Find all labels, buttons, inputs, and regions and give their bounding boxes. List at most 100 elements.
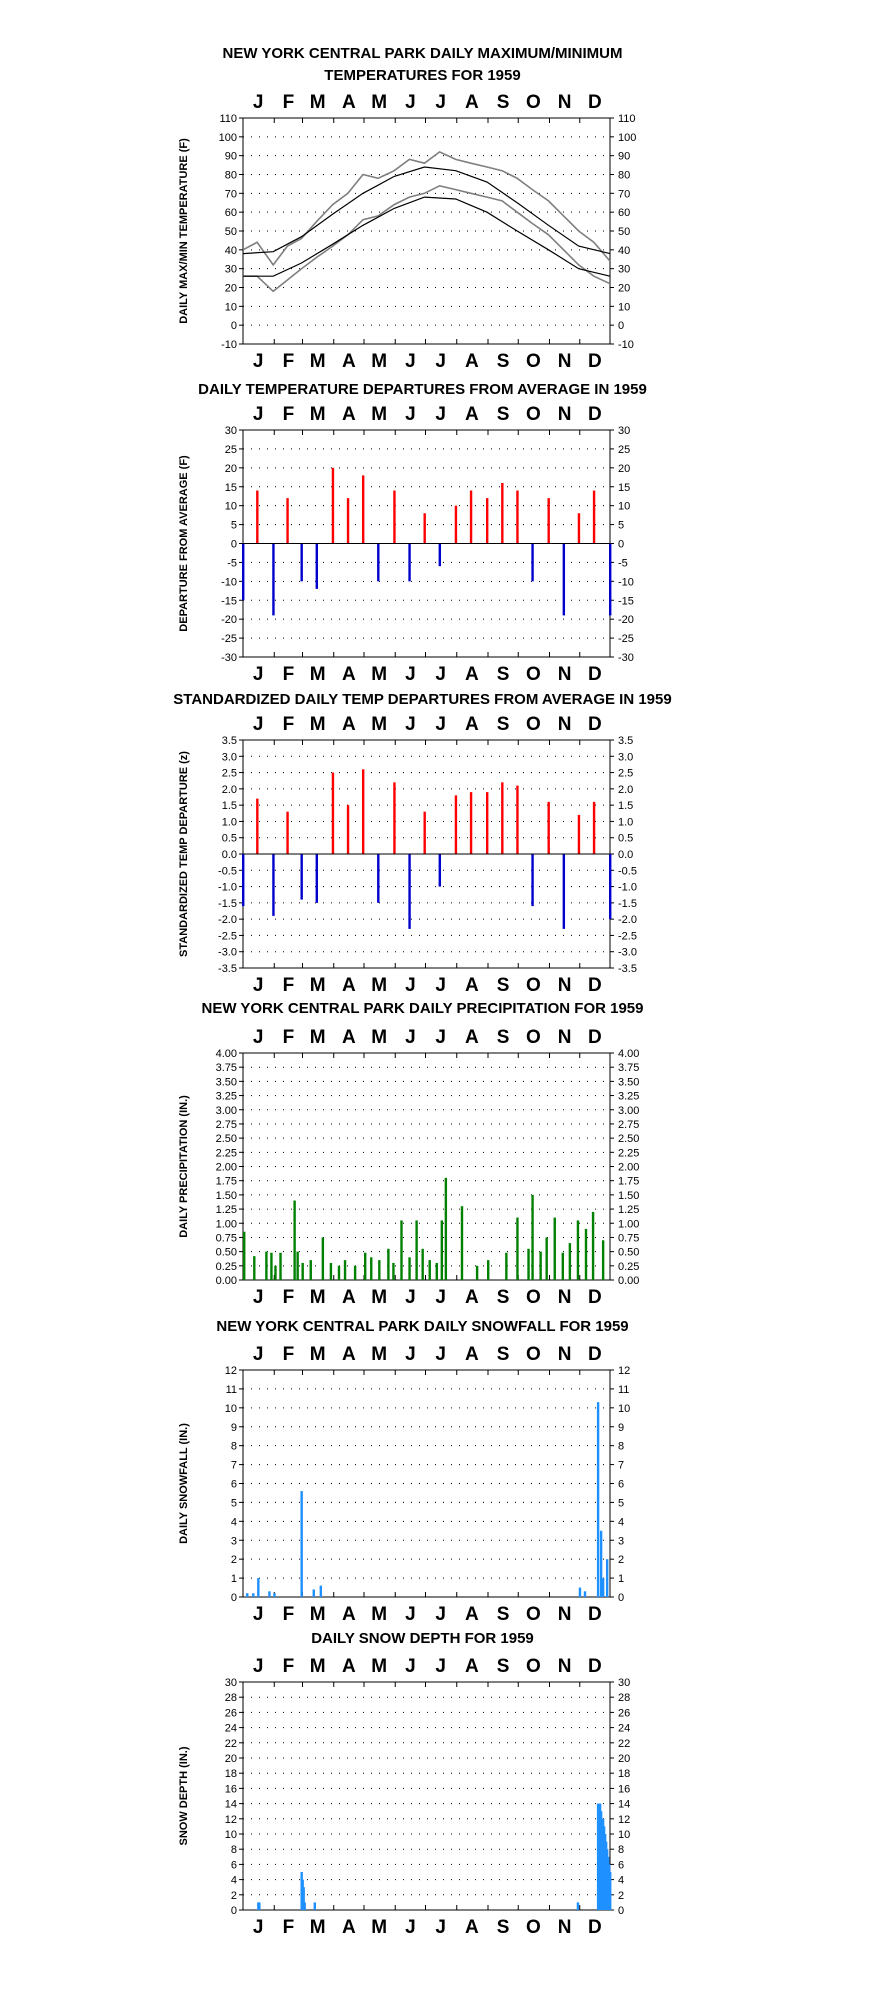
chart-title: DAILY SNOW DEPTH FOR 1959 — [311, 1630, 534, 1647]
data-bar — [363, 1252, 367, 1280]
y-tick-label-left: 3.5 — [222, 735, 237, 747]
month-label-top: O — [526, 92, 541, 113]
y-tick-label-left: 0.5 — [222, 833, 237, 845]
data-bar — [438, 854, 442, 887]
y-tick-label-left: 12 — [225, 1365, 237, 1377]
month-label-top: D — [588, 1656, 602, 1677]
data-bar — [577, 814, 581, 854]
y-tick-label-left: 18 — [225, 1768, 237, 1780]
month-label-bottom: M — [371, 351, 387, 372]
y-tick-label-right: 30 — [618, 425, 630, 437]
data-bar — [377, 543, 380, 582]
month-label-bottom: D — [588, 664, 602, 685]
month-label-bottom: M — [371, 664, 387, 685]
month-label-bottom: J — [253, 1287, 264, 1308]
data-bar — [408, 1257, 411, 1280]
y-tick-label-left: 10 — [225, 1403, 237, 1415]
data-bar — [599, 1530, 603, 1597]
month-label-bottom: A — [342, 1604, 356, 1625]
chart-title: NEW YORK CENTRAL PARK DAILY SNOWFALL FOR… — [216, 1318, 628, 1335]
y-tick-label-left: -10 — [221, 576, 237, 588]
data-bar — [256, 490, 259, 544]
month-label-top: J — [253, 714, 264, 735]
month-label-top: N — [558, 404, 572, 425]
y-tick-label-left: 2.50 — [216, 1133, 237, 1145]
month-label-bottom: S — [497, 1917, 510, 1938]
y-tick-label-left: 3.25 — [216, 1091, 237, 1103]
y-tick-label-left: 110 — [219, 113, 237, 125]
month-label-bottom: A — [465, 351, 479, 372]
month-label-bottom: J — [435, 1917, 446, 1938]
y-tick-label-left: 0 — [231, 320, 237, 332]
month-label-top: M — [371, 1344, 387, 1365]
y-tick-label-left: 2 — [231, 1890, 237, 1902]
data-bar — [609, 854, 612, 920]
y-tick-label-right: 2.00 — [618, 1162, 639, 1174]
month-label-top: M — [371, 404, 387, 425]
month-label-bottom: A — [342, 1917, 356, 1938]
data-bar — [501, 782, 504, 854]
month-label-top: F — [283, 404, 295, 425]
data-bar — [408, 543, 411, 582]
y-tick-label-left: 15 — [225, 482, 237, 494]
month-label-top: S — [497, 92, 510, 113]
data-bar — [487, 1260, 490, 1280]
data-bar — [270, 1252, 273, 1280]
month-label-bottom: F — [283, 975, 295, 996]
data-bar — [361, 769, 365, 854]
month-label-top: M — [371, 92, 387, 113]
y-tick-label-left: 2.75 — [216, 1119, 237, 1131]
y-tick-label-right: 16 — [618, 1783, 630, 1795]
data-bar — [596, 1402, 600, 1597]
data-bar — [242, 543, 245, 601]
y-tick-label-right: 20 — [618, 463, 630, 475]
y-tick-label-left: 3.0 — [222, 751, 237, 763]
chart-title: DAILY TEMPERATURE DEPARTURES FROM AVERAG… — [198, 381, 647, 398]
month-label-bottom: J — [435, 1604, 446, 1625]
month-label-top: J — [253, 1656, 264, 1677]
y-tick-label-right: 3.5 — [618, 735, 633, 747]
month-label-top: A — [342, 1656, 356, 1677]
month-label-bottom: M — [371, 1287, 387, 1308]
month-label-bottom: N — [558, 351, 572, 372]
month-label-top: N — [558, 1344, 572, 1365]
data-bar — [286, 498, 289, 544]
y-tick-label-left: 8 — [231, 1844, 237, 1856]
month-label-bottom: O — [526, 1287, 541, 1308]
month-label-top: M — [310, 1344, 326, 1365]
month-label-top: F — [283, 1027, 295, 1048]
y-tick-label-left: 6 — [231, 1859, 237, 1871]
data-bar — [562, 854, 566, 929]
month-label-bottom: O — [526, 351, 541, 372]
y-tick-label-left: 2 — [231, 1554, 237, 1566]
data-bar — [329, 1262, 333, 1280]
y-tick-label-left: 3.00 — [216, 1105, 237, 1117]
y-tick-label-right: 25 — [618, 444, 630, 456]
data-bar — [258, 1902, 261, 1910]
data-bar — [309, 1260, 312, 1280]
y-tick-label-left: 0.50 — [216, 1247, 237, 1259]
plot-frame — [242, 1681, 611, 1911]
chart-panel-2: DAILY TEMPERATURE DEPARTURES FROM AVERAG… — [178, 381, 647, 685]
y-tick-label-right: 2.5 — [618, 768, 633, 780]
y-tick-label-right: 4.00 — [618, 1048, 639, 1060]
y-tick-label-right: -2.0 — [618, 914, 637, 926]
month-label-top: O — [526, 1027, 541, 1048]
y-tick-label-right: 2 — [618, 1890, 624, 1902]
data-bar — [584, 1228, 588, 1280]
month-label-bottom: O — [526, 1917, 541, 1938]
month-label-bottom: F — [283, 1287, 295, 1308]
month-label-top: J — [435, 92, 446, 113]
month-label-top: N — [558, 92, 572, 113]
plot-frame — [242, 1369, 611, 1598]
y-axis-label: STANDARDIZED TEMP DEPARTURE (z) — [178, 751, 190, 957]
month-label-top: N — [558, 1656, 572, 1677]
y-tick-label-left: -1.0 — [218, 882, 237, 894]
data-bar — [331, 772, 335, 854]
data-bar — [601, 1240, 605, 1280]
data-bar — [516, 1217, 519, 1280]
y-tick-label-left: 10 — [225, 501, 237, 513]
data-bar — [274, 1265, 277, 1280]
y-tick-label-left: 1.5 — [222, 800, 237, 812]
y-tick-label-right: 1.75 — [618, 1176, 639, 1188]
